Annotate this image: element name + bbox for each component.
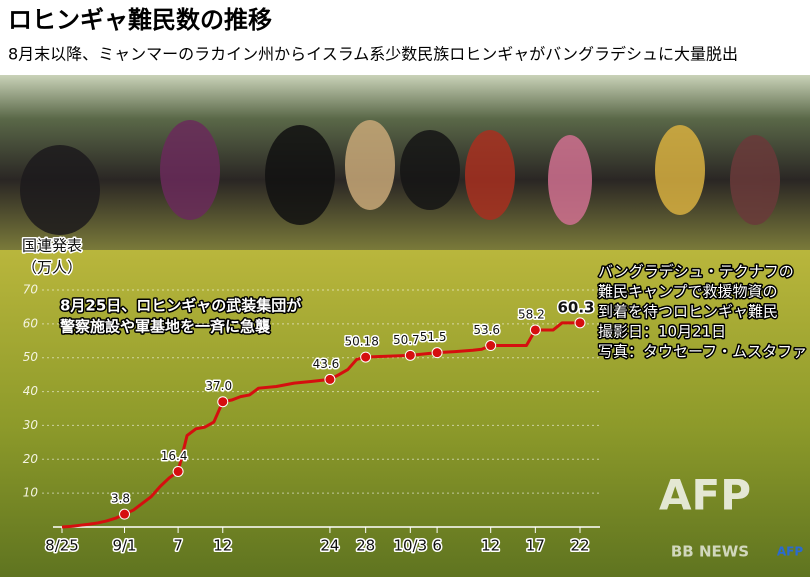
value-label: 3.8: [111, 492, 130, 506]
x-tick-label: 6: [432, 537, 442, 555]
y-tick-label: 70: [23, 283, 39, 297]
value-label: 58.2: [518, 307, 545, 321]
logo-sub: BB NEWS: [671, 543, 749, 561]
header-bg: [0, 0, 810, 75]
data-point: [119, 508, 131, 520]
caption-line: 写真：タウセーフ・ムスタファ: [598, 343, 807, 361]
y-tick-label: 30: [23, 418, 39, 432]
caption-line: 撮影日：10月21日: [598, 323, 726, 341]
value-label: 53.6: [473, 323, 500, 337]
x-tick-label: 9/1: [112, 537, 136, 555]
data-point: [324, 373, 336, 385]
y-tick-label: 60: [23, 316, 39, 330]
x-tick-label: 7: [173, 537, 183, 555]
value-label: 37.0: [205, 379, 232, 393]
value-label: 43.6: [313, 357, 340, 371]
y-axis-label: （万人）: [22, 259, 82, 277]
data-point: [404, 349, 416, 361]
x-tick-label: 22: [570, 537, 589, 555]
value-label: 16.4: [161, 449, 188, 463]
data-point: [172, 465, 184, 477]
caption-line: バングラデシュ・テクナフの: [598, 263, 794, 281]
logo: AFP: [659, 471, 751, 520]
value-label: 60.3: [557, 298, 594, 316]
data-point: [217, 396, 229, 408]
annotation: 警察施設や軍基地を一斉に急襲: [59, 318, 271, 336]
data-point: [485, 340, 497, 352]
x-tick-label: 24: [320, 537, 339, 555]
data-point: [529, 324, 541, 336]
photo-people: [20, 120, 780, 235]
x-tick-label: 12: [213, 537, 232, 555]
photo-caption: バングラデシュ・テクナフの難民キャンプで救援物資の到着を待つロヒンギャ難民撮影日…: [597, 261, 809, 362]
y-tick-label: 50: [23, 350, 39, 364]
x-tick-label: 12: [481, 537, 500, 555]
y-axis-label: 国連発表: [22, 237, 82, 255]
x-tick-label: 17: [526, 537, 545, 555]
data-point: [360, 351, 372, 363]
y-tick-label: 40: [23, 384, 39, 398]
caption-line: 難民キャンプで救援物資の: [598, 283, 778, 301]
value-label: 51.5: [420, 330, 447, 344]
caption-line: 到着を待つロヒンギャ難民: [598, 303, 778, 321]
y-tick-label: 20: [23, 452, 39, 466]
x-tick-label: 8/25: [45, 537, 79, 555]
x-tick-label: 28: [356, 537, 375, 555]
y-tick-label: 10: [23, 486, 39, 500]
title: ロヒンギャ難民数の推移: [8, 6, 272, 34]
value-label: 50.7: [393, 333, 420, 347]
annotation: 8月25日、ロヒンギャの武装集団が: [60, 297, 302, 315]
data-point: [431, 347, 443, 359]
x-tick-label: 10/3: [393, 537, 427, 555]
value-label: 50.18: [344, 335, 378, 349]
logo-small: AFP: [777, 545, 803, 559]
data-point: [574, 317, 586, 329]
subtitle: 8月末以降、ミャンマーのラカイン州からイスラム系少数民族ロヒンギャがバングラデシ…: [8, 45, 738, 64]
